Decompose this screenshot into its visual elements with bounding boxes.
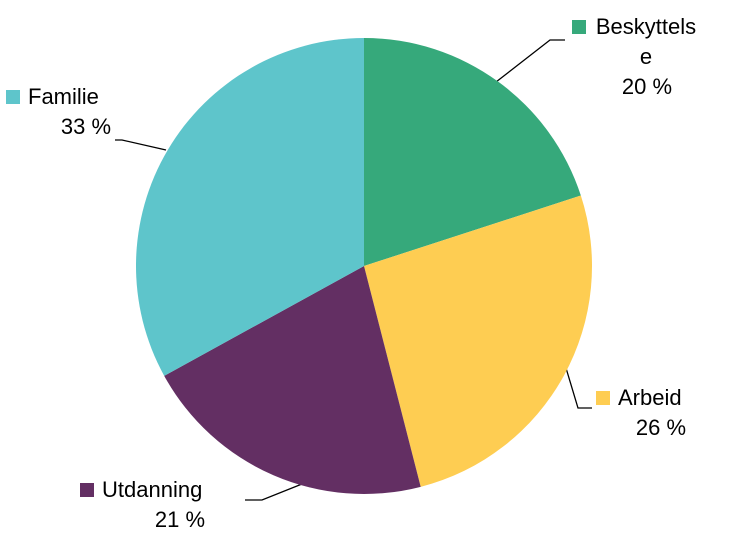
slice-label: Utdanning 21 % bbox=[80, 475, 280, 535]
legend-swatch bbox=[572, 20, 586, 34]
slice-label: Beskyttelse 20 % bbox=[572, 12, 722, 102]
value-label: 20 % bbox=[621, 74, 673, 99]
value-label: 21 % bbox=[154, 507, 206, 532]
pie-slice bbox=[364, 38, 581, 266]
value-label: 33 % bbox=[60, 114, 112, 139]
category-label: Beskyttelse bbox=[595, 14, 697, 69]
label-name-row: Beskyttelse bbox=[572, 12, 722, 72]
slice-label: Arbeid 26 % bbox=[596, 383, 726, 443]
label-name-row: Familie bbox=[6, 82, 166, 112]
leader-line bbox=[245, 479, 313, 501]
category-label: Utdanning bbox=[102, 477, 203, 502]
pie-slice bbox=[364, 195, 592, 487]
category-label: Familie bbox=[28, 84, 99, 109]
leader-line bbox=[565, 367, 592, 409]
leader-line bbox=[495, 39, 565, 83]
pie-slice bbox=[164, 266, 421, 495]
legend-swatch bbox=[80, 483, 94, 497]
label-name-row: Utdanning bbox=[80, 475, 280, 505]
legend-swatch bbox=[596, 391, 610, 405]
slice-label: Familie 33 % bbox=[6, 82, 166, 142]
label-name-row: Arbeid bbox=[596, 383, 726, 413]
category-label: Arbeid bbox=[618, 385, 682, 410]
leader-line bbox=[115, 139, 167, 151]
legend-swatch bbox=[6, 90, 20, 104]
pie-slice bbox=[135, 37, 364, 376]
value-label: 26 % bbox=[635, 415, 687, 440]
